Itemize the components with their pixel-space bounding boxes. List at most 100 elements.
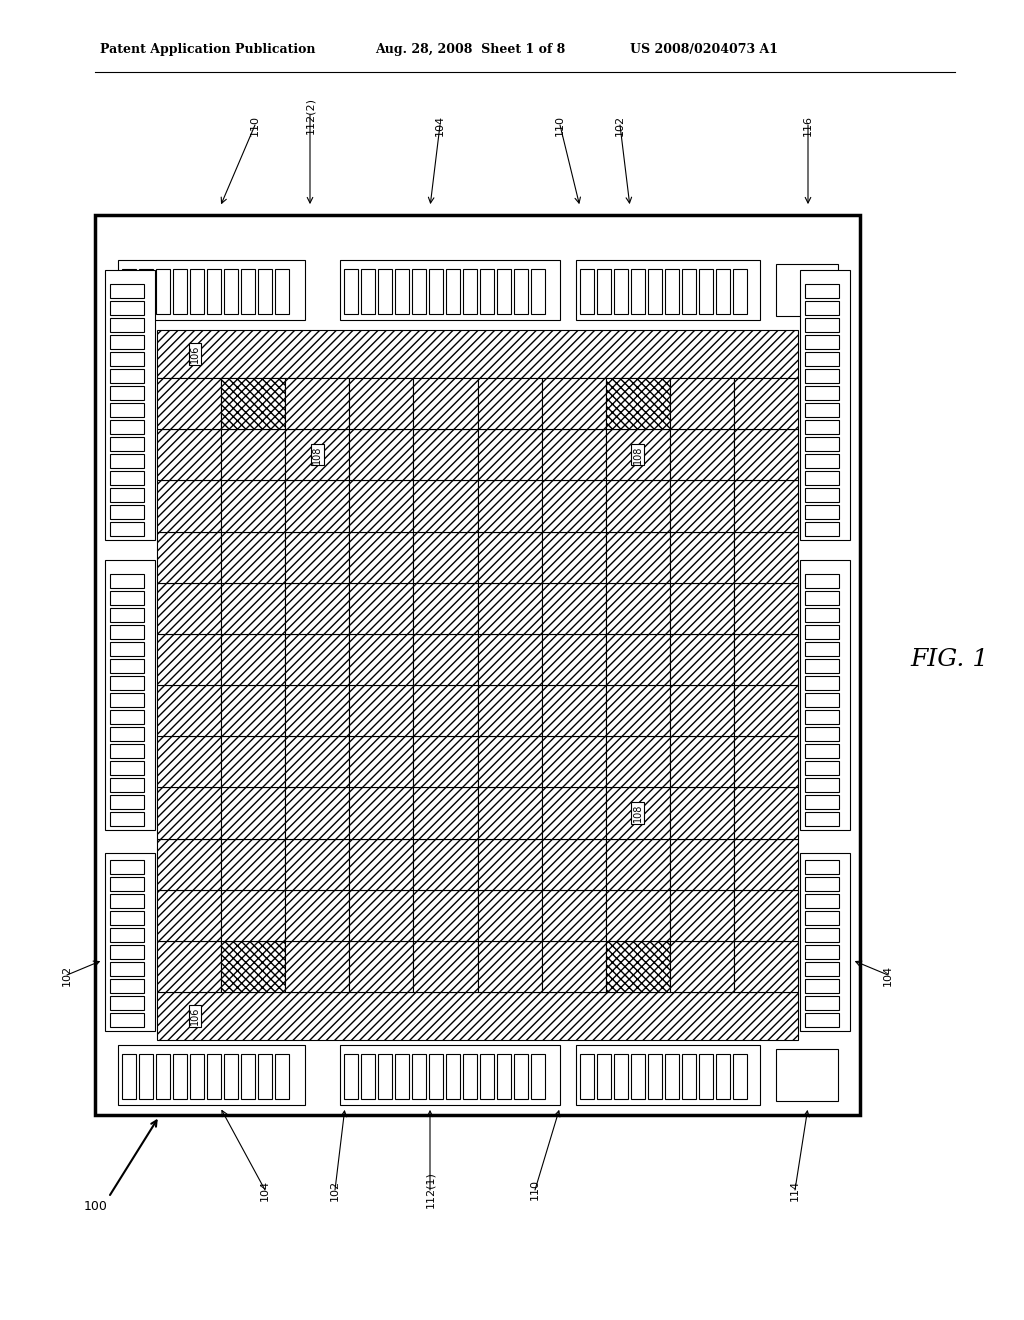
- Bar: [414, 787, 477, 838]
- Bar: [221, 429, 286, 480]
- Bar: [110, 385, 144, 400]
- Bar: [105, 271, 155, 540]
- Bar: [670, 480, 734, 532]
- Bar: [156, 269, 170, 314]
- Bar: [670, 532, 734, 582]
- Bar: [805, 335, 839, 348]
- Bar: [340, 1045, 560, 1105]
- Bar: [414, 838, 477, 890]
- Bar: [805, 744, 839, 758]
- Bar: [110, 471, 144, 484]
- Bar: [110, 710, 144, 723]
- Bar: [734, 480, 798, 532]
- Bar: [110, 437, 144, 451]
- Bar: [173, 1053, 187, 1100]
- Bar: [734, 737, 798, 787]
- Bar: [110, 609, 144, 622]
- Bar: [349, 532, 414, 582]
- Bar: [286, 838, 349, 890]
- Bar: [221, 890, 286, 941]
- Text: 104: 104: [435, 115, 445, 136]
- Bar: [275, 269, 289, 314]
- Bar: [395, 269, 409, 314]
- Text: 104: 104: [260, 1180, 270, 1201]
- Bar: [110, 591, 144, 605]
- Text: 106: 106: [190, 345, 200, 363]
- Bar: [118, 1045, 305, 1105]
- Bar: [429, 1053, 443, 1100]
- Bar: [349, 582, 414, 634]
- Bar: [207, 1053, 221, 1100]
- Bar: [614, 1053, 628, 1100]
- Bar: [805, 488, 839, 502]
- Bar: [670, 941, 734, 993]
- Bar: [110, 693, 144, 708]
- Bar: [414, 634, 477, 685]
- Bar: [477, 532, 542, 582]
- Text: 110: 110: [250, 115, 260, 136]
- Bar: [716, 269, 730, 314]
- Bar: [734, 634, 798, 685]
- Bar: [805, 962, 839, 975]
- Bar: [682, 1053, 696, 1100]
- Bar: [580, 269, 594, 314]
- Bar: [531, 1053, 545, 1100]
- Bar: [157, 993, 798, 1040]
- Text: Patent Application Publication: Patent Application Publication: [100, 44, 315, 57]
- Bar: [361, 1053, 375, 1100]
- Text: 102: 102: [330, 1180, 340, 1201]
- Bar: [361, 269, 375, 314]
- Bar: [477, 634, 542, 685]
- Bar: [286, 378, 349, 429]
- Bar: [542, 582, 606, 634]
- Bar: [157, 582, 221, 634]
- Bar: [344, 1053, 358, 1100]
- Bar: [157, 429, 221, 480]
- Bar: [414, 480, 477, 532]
- Bar: [805, 710, 839, 723]
- Bar: [805, 403, 839, 417]
- Bar: [110, 454, 144, 469]
- Bar: [221, 737, 286, 787]
- Bar: [734, 787, 798, 838]
- Bar: [734, 838, 798, 890]
- Bar: [614, 269, 628, 314]
- Bar: [665, 1053, 679, 1100]
- Bar: [805, 318, 839, 333]
- Bar: [429, 269, 443, 314]
- Bar: [110, 574, 144, 587]
- Bar: [805, 609, 839, 622]
- Bar: [805, 777, 839, 792]
- Bar: [241, 269, 255, 314]
- Bar: [118, 260, 305, 319]
- Bar: [414, 582, 477, 634]
- Bar: [110, 403, 144, 417]
- Bar: [157, 838, 221, 890]
- Text: Aug. 28, 2008  Sheet 1 of 8: Aug. 28, 2008 Sheet 1 of 8: [375, 44, 565, 57]
- Bar: [542, 429, 606, 480]
- Bar: [110, 284, 144, 298]
- Text: FIG. 1: FIG. 1: [910, 648, 988, 672]
- Bar: [157, 890, 221, 941]
- Bar: [606, 941, 670, 993]
- Bar: [670, 787, 734, 838]
- Bar: [648, 269, 662, 314]
- Bar: [110, 420, 144, 434]
- Bar: [631, 269, 645, 314]
- Bar: [805, 693, 839, 708]
- Bar: [122, 269, 136, 314]
- Bar: [241, 1053, 255, 1100]
- Bar: [414, 532, 477, 582]
- Bar: [110, 795, 144, 809]
- Bar: [805, 521, 839, 536]
- Bar: [733, 269, 746, 314]
- Bar: [110, 928, 144, 942]
- Bar: [190, 1053, 204, 1100]
- Bar: [699, 1053, 713, 1100]
- Bar: [110, 506, 144, 519]
- Bar: [414, 941, 477, 993]
- Bar: [606, 378, 670, 429]
- Bar: [110, 676, 144, 690]
- Bar: [286, 582, 349, 634]
- Bar: [110, 659, 144, 673]
